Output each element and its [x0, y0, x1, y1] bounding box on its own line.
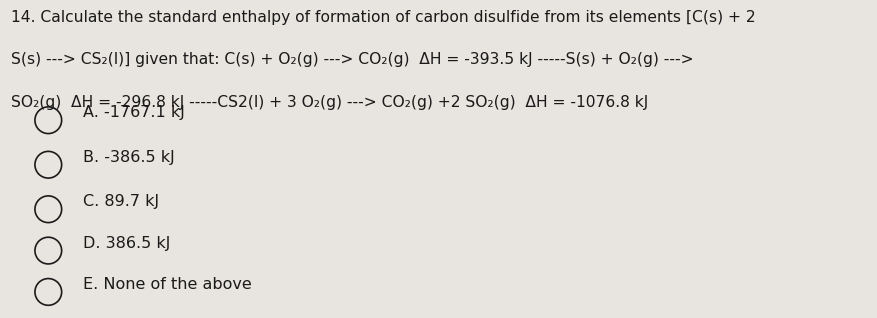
Text: D. 386.5 kJ: D. 386.5 kJ — [83, 236, 171, 251]
Text: 14. Calculate the standard enthalpy of formation of carbon disulfide from its el: 14. Calculate the standard enthalpy of f… — [11, 10, 754, 24]
Text: E. None of the above: E. None of the above — [83, 277, 252, 292]
Text: A. -1767.1 kJ: A. -1767.1 kJ — [83, 105, 185, 120]
Text: B. -386.5 kJ: B. -386.5 kJ — [83, 150, 175, 165]
Text: SO₂(g)  ΔH = -296.8 kJ -----CS2(l) + 3 O₂(g) ---> CO₂(g) +2 SO₂(g)  ΔH = -1076.8: SO₂(g) ΔH = -296.8 kJ -----CS2(l) + 3 O₂… — [11, 95, 647, 110]
Text: S(s) ---> CS₂(l)] given that: C(s) + O₂(g) ---> CO₂(g)  ΔH = -393.5 kJ -----S(s): S(s) ---> CS₂(l)] given that: C(s) + O₂(… — [11, 52, 692, 67]
Text: C. 89.7 kJ: C. 89.7 kJ — [83, 194, 160, 209]
